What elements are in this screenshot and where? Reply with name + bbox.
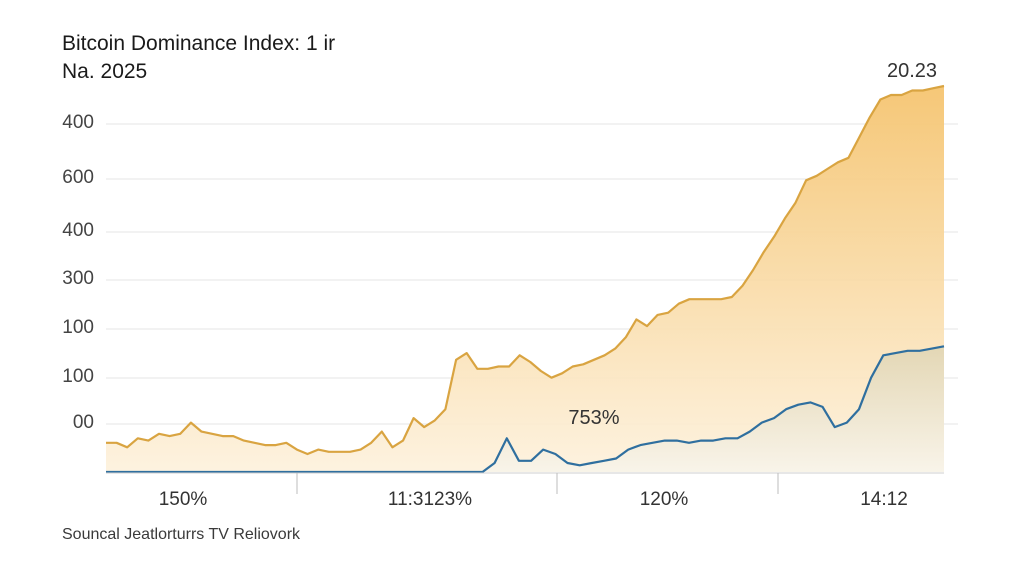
y-tick-label: 400 — [62, 112, 94, 133]
x-tick-label: 120% — [640, 489, 689, 510]
x-tick-label: 11:3123% — [388, 489, 472, 510]
y-tick-label: 100 — [62, 317, 94, 338]
source-note: Souncal Jeatlorturrs TV Reliovork — [62, 526, 301, 543]
lower-series-area — [106, 346, 944, 472]
chart-title: Bitcoin Dominance Index: 1 ir Na. 2025 — [62, 30, 335, 86]
chart-title-line-2: Na. 2025 — [62, 60, 148, 83]
annotation-label: 753% — [568, 407, 619, 429]
y-tick-label: 00 — [73, 412, 94, 433]
y-tick-label: 300 — [62, 268, 94, 289]
upper-series-area — [106, 86, 944, 472]
y-tick-label: 400 — [62, 220, 94, 241]
y-tick-label: 100 — [62, 366, 94, 387]
y-tick-label: 600 — [62, 167, 94, 188]
chart-title-line-1: Bitcoin Dominance Index: 1 ir — [62, 32, 336, 55]
upper-series-line — [106, 84, 945, 456]
x-tick-label: 14:12 — [860, 489, 908, 510]
x-tick-label: 150% — [159, 489, 208, 510]
annotation-label: 20.23 — [887, 60, 937, 82]
lower-series-line — [106, 345, 945, 474]
